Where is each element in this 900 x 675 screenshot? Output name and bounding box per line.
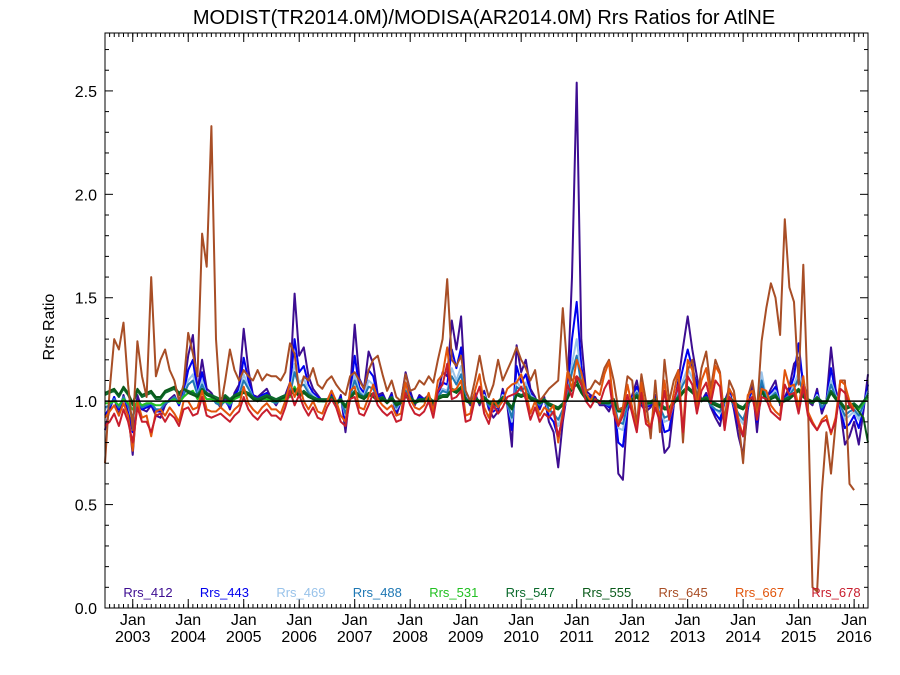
x-tick-month-label: Jan	[730, 612, 756, 629]
legend-label-rrs-547: Rrs_547	[506, 585, 555, 600]
x-tick-month-label: Jan	[675, 612, 701, 629]
x-tick-month-label: Jan	[175, 612, 201, 629]
x-tick-month-label: Jan	[564, 612, 590, 629]
legend-label-rrs-488: Rrs_488	[353, 585, 402, 600]
x-tick-month-label: Jan	[342, 612, 368, 629]
legend-label-rrs-667: Rrs_667	[735, 585, 784, 600]
x-tick-month-label: Jan	[841, 612, 867, 629]
x-tick-year-label: 2011	[559, 629, 594, 646]
x-tick-year-label: 2005	[226, 629, 262, 646]
legend-label-rrs-412: Rrs_412	[123, 585, 172, 600]
plot-frame	[104, 32, 869, 609]
x-tick-month-label: Jan	[453, 612, 479, 629]
y-tick-label: 2.5	[75, 84, 97, 101]
x-tick-year-label: 2010	[503, 629, 539, 646]
x-tick-year-label: 2014	[725, 629, 761, 646]
x-tick-year-label: 2016	[836, 629, 872, 646]
legend-label-rrs-443: Rrs_443	[200, 585, 249, 600]
x-tick-month-label: Jan	[508, 612, 534, 629]
y-tick-label: 2.0	[75, 187, 97, 204]
x-tick-year-label: 2007	[337, 629, 373, 646]
y-tick-label: 0.0	[75, 601, 97, 618]
series-line-rrs-667	[104, 346, 855, 452]
x-tick-year-label: 2015	[781, 629, 817, 646]
x-tick-year-label: 2009	[448, 629, 484, 646]
series-line-rrs-678	[104, 362, 855, 444]
x-tick-year-label: 2008	[392, 629, 428, 646]
x-tick-month-label: Jan	[619, 612, 645, 629]
legend-label-rrs-555: Rrs_555	[582, 585, 631, 600]
y-tick-label: 0.5	[75, 498, 97, 515]
x-tick-month-label: Jan	[786, 612, 812, 629]
series-line-rrs-645	[104, 125, 855, 593]
y-axis: 0.0 0.5 1.0 1.5 2.0 2.5	[75, 49, 868, 618]
legend-label-rrs-531: Rrs_531	[429, 585, 478, 600]
series-line-rrs-443	[104, 300, 869, 448]
x-tick-year-label: 2013	[670, 629, 706, 646]
x-tick-month-label: Jan	[231, 612, 257, 629]
legend-label-rrs-645: Rrs_645	[659, 585, 708, 600]
x-axis: Jan2003Jan2004Jan2005Jan2006Jan2007Jan20…	[109, 33, 872, 646]
legend-label-rrs-678: Rrs_678	[811, 585, 860, 600]
chart-title: MODIST(TR2014.0M)/MODISA(AR2014.0M) Rrs …	[193, 7, 775, 29]
x-tick-month-label: Jan	[120, 612, 146, 629]
x-tick-month-label: Jan	[397, 612, 423, 629]
x-tick-year-label: 2003	[115, 629, 151, 646]
legend-label-rrs-469: Rrs_469	[276, 585, 325, 600]
x-tick-year-label: 2012	[614, 629, 650, 646]
x-tick-year-label: 2004	[170, 629, 206, 646]
x-tick-month-label: Jan	[286, 612, 312, 629]
series-lines	[104, 81, 869, 593]
y-tick-label: 1.5	[75, 291, 97, 308]
x-tick-year-label: 2006	[281, 629, 317, 646]
y-tick-label: 1.0	[75, 394, 97, 411]
y-axis-label: Rrs Ratio	[41, 294, 58, 361]
series-line-rrs-547	[104, 379, 869, 411]
legend: Rrs_412 Rrs_443 Rrs_469 Rrs_488 Rrs_531 Rrs_5…	[123, 585, 860, 600]
